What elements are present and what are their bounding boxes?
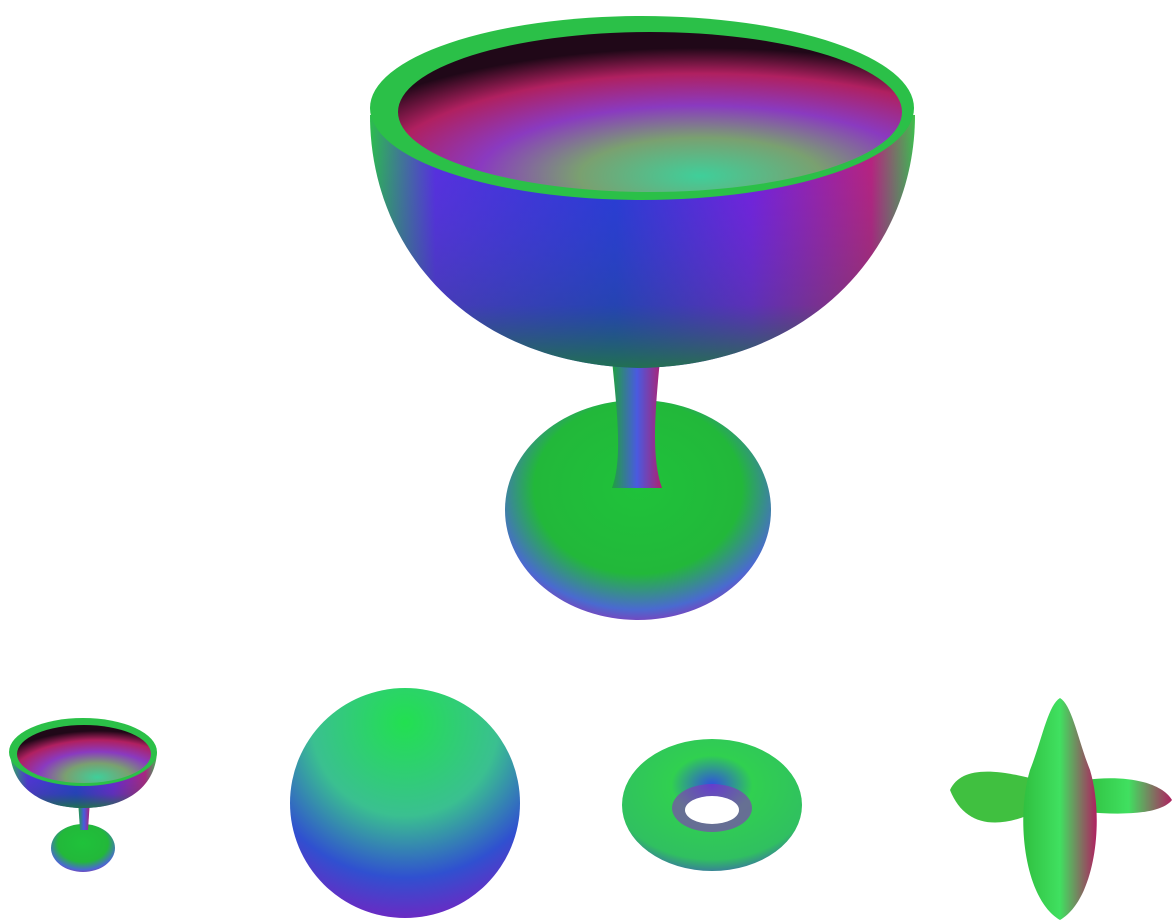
goblet-base (505, 400, 771, 620)
goblet-interior (17, 725, 151, 783)
torus-hole (685, 796, 739, 824)
torus (622, 739, 802, 871)
plane (950, 698, 1172, 920)
sphere (290, 688, 520, 918)
large-goblet (370, 16, 915, 620)
small-goblet (9, 718, 157, 872)
plane-body (1023, 698, 1097, 920)
goblet-interior (398, 32, 902, 192)
goblet-base (51, 824, 115, 872)
plane-right-wing (1085, 778, 1172, 814)
plane-left-wing (950, 771, 1040, 823)
goblet-stem (612, 360, 662, 488)
